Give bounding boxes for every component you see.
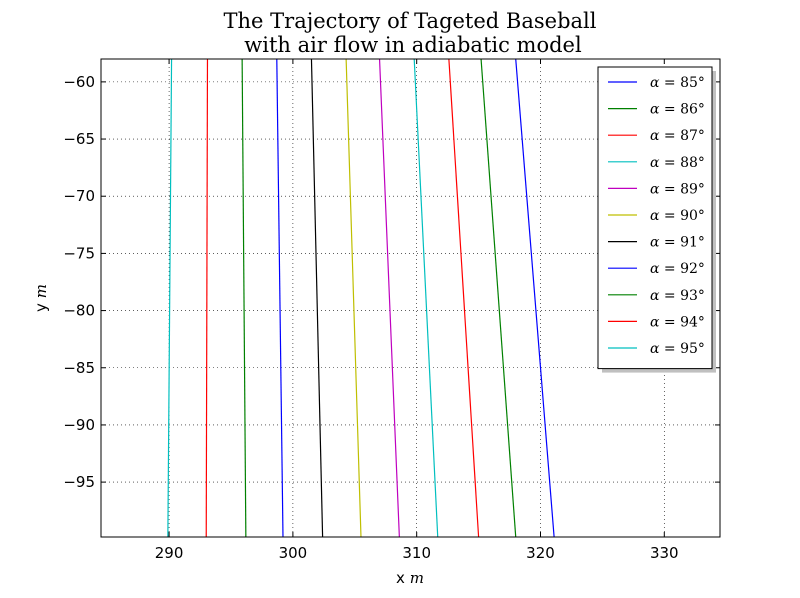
legend-entry-symbol: α (650, 341, 660, 357)
legend-entry-value: = 94° (659, 314, 704, 330)
x-axis-label-unit: m (410, 569, 424, 587)
series-line-90 (345, 58, 362, 538)
y-tick-label: −60 (63, 73, 95, 91)
series-line-92 (276, 58, 284, 538)
legend-entry-value: = 91° (659, 235, 704, 251)
legend-entry-symbol: α (650, 181, 660, 197)
series-line-95 (167, 58, 173, 538)
x-tick-label: 290 (155, 544, 184, 562)
legend-entry-label: α = 85° (650, 75, 705, 91)
legend-entry-value: = 95° (659, 341, 704, 357)
x-tick-label: 330 (650, 544, 679, 562)
y-tick-label: −85 (63, 359, 95, 377)
legend-entry-label: α = 94° (650, 314, 705, 330)
axis-ticks: 290 300 310 320 330 −60 −65 −70 −75 −80 −85 −90 −95 (63, 59, 720, 562)
legend-entry-symbol: α (650, 155, 660, 171)
legend-entry-symbol: α (650, 102, 660, 118)
legend: α = 85°α = 86°α = 87°α = 88°α = 89°α = 9… (597, 66, 716, 373)
series-line-89 (378, 58, 400, 538)
series-line-87 (448, 58, 480, 538)
legend-entry-label: α = 93° (650, 288, 705, 304)
series-line-88 (413, 58, 439, 538)
legend-entry-value: = 85° (659, 75, 704, 91)
legend-entry-label: α = 95° (650, 341, 705, 357)
legend-entry-value: = 92° (659, 261, 704, 277)
series-line-86 (480, 58, 517, 538)
legend-entry-label: α = 92° (650, 261, 705, 277)
legend-entry-label: α = 88° (650, 155, 705, 171)
legend-entry-label: α = 89° (650, 181, 705, 197)
series-line-94 (205, 58, 209, 538)
x-tick-label: 300 (279, 544, 308, 562)
chart-title-line-2: with air flow in adiabatic model (244, 33, 582, 57)
y-tick-label: −80 (63, 302, 95, 320)
legend-entry-value: = 90° (659, 208, 704, 224)
y-axis-label: y m (32, 284, 50, 312)
series-lines (167, 58, 555, 538)
legend-entry-value: = 87° (659, 128, 704, 144)
legend-entry-symbol: α (650, 75, 660, 91)
legend-entry-value: = 89° (659, 181, 704, 197)
legend-box (597, 66, 713, 370)
legend-entry-value: = 88° (659, 155, 704, 171)
legend-entry-label: α = 91° (650, 235, 705, 251)
y-axis-label-text: y (32, 303, 50, 312)
legend-entry-symbol: α (650, 235, 660, 251)
legend-entry-symbol: α (650, 314, 660, 330)
plot-frame (100, 58, 721, 538)
chart-title-line-1: The Trajectory of Tageted Baseball (224, 9, 597, 33)
legend-entry-label: α = 86° (650, 102, 705, 118)
x-tick-label: 320 (526, 544, 555, 562)
x-axis-label: x m (396, 569, 424, 587)
y-tick-label: −90 (63, 416, 95, 434)
x-axis-label-text: x (396, 569, 405, 587)
legend-entry-label: α = 90° (650, 208, 705, 224)
legend-entry-value: = 86° (659, 102, 704, 118)
legend-entry-symbol: α (650, 208, 660, 224)
y-tick-label: −95 (63, 473, 95, 491)
legend-entry-symbol: α (650, 261, 660, 277)
y-tick-label: −75 (63, 244, 95, 262)
y-tick-label: −65 (63, 130, 95, 148)
series-line-93 (241, 58, 247, 538)
series-line-91 (310, 58, 324, 538)
legend-entry-symbol: α (650, 288, 660, 304)
y-tick-label: −70 (63, 187, 95, 205)
legend-entry-label: α = 87° (650, 128, 705, 144)
legend-entry-symbol: α (650, 128, 660, 144)
legend-entry-value: = 93° (659, 288, 704, 304)
series-line-85 (515, 58, 555, 538)
y-axis-label-unit: m (32, 284, 50, 298)
x-tick-label: 310 (402, 544, 431, 562)
